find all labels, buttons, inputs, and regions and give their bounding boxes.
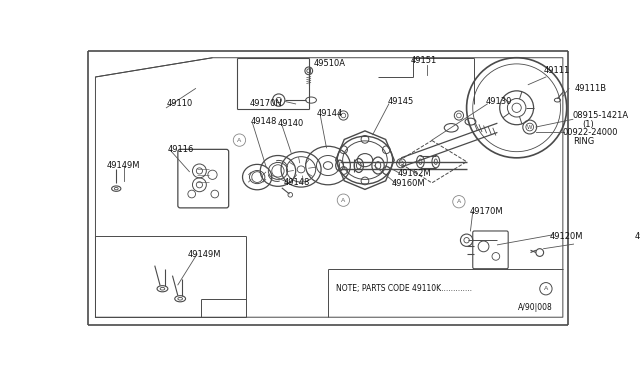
Text: A: A bbox=[544, 286, 548, 291]
Text: 08915-1421A: 08915-1421A bbox=[573, 111, 629, 120]
Text: A: A bbox=[341, 198, 346, 203]
Text: 49149M: 49149M bbox=[188, 250, 221, 259]
Text: 49149N: 49149N bbox=[634, 232, 640, 241]
Text: 49140: 49140 bbox=[278, 119, 304, 128]
Text: A: A bbox=[457, 199, 461, 204]
Text: A/90|008: A/90|008 bbox=[518, 304, 553, 312]
Text: W: W bbox=[527, 125, 532, 129]
Text: 49110: 49110 bbox=[166, 99, 193, 108]
Text: 49149M: 49149M bbox=[106, 161, 140, 170]
Text: 49130: 49130 bbox=[486, 97, 512, 106]
Text: RING: RING bbox=[573, 137, 594, 146]
Text: 00922-24000: 00922-24000 bbox=[563, 128, 618, 137]
Text: (1): (1) bbox=[582, 120, 594, 129]
Text: 49111: 49111 bbox=[543, 66, 570, 75]
Text: A: A bbox=[237, 138, 241, 142]
Text: 49160M: 49160M bbox=[391, 179, 425, 188]
Text: 49148: 49148 bbox=[251, 117, 277, 126]
Text: 49148: 49148 bbox=[284, 178, 310, 187]
Text: 49151: 49151 bbox=[410, 55, 436, 64]
Text: 49116: 49116 bbox=[168, 145, 194, 154]
Text: 49111B: 49111B bbox=[575, 84, 607, 93]
Text: 49162M: 49162M bbox=[397, 169, 431, 178]
Text: 49120M: 49120M bbox=[550, 232, 583, 241]
Text: 49170M: 49170M bbox=[470, 207, 503, 216]
Text: NOTE; PARTS CODE 49110K.............: NOTE; PARTS CODE 49110K............. bbox=[336, 284, 472, 293]
Text: 49145: 49145 bbox=[387, 97, 413, 106]
Text: 49144: 49144 bbox=[316, 109, 342, 118]
Text: 49170N: 49170N bbox=[250, 99, 282, 108]
Text: 49510A: 49510A bbox=[314, 59, 346, 68]
